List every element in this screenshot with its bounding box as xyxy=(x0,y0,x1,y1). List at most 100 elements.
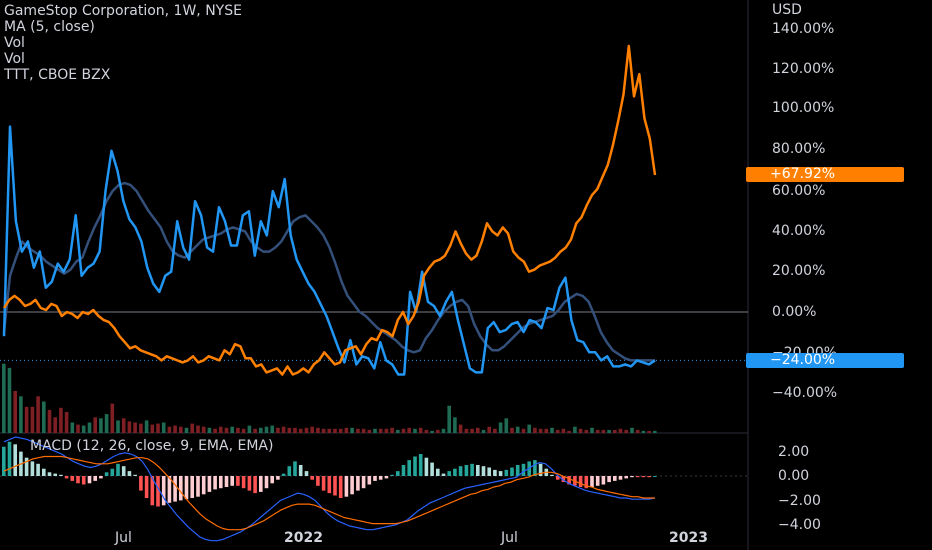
macd-tick-label: 0.00 xyxy=(778,468,810,484)
volume-bar xyxy=(121,418,126,433)
macd-histogram-bar xyxy=(179,476,183,501)
macd-histogram-bar xyxy=(184,476,189,500)
macd-histogram-bar xyxy=(70,476,75,481)
volume-bar xyxy=(7,367,12,433)
volume-bar xyxy=(464,428,469,433)
macd-histogram-bar xyxy=(396,471,400,476)
legend-ttt[interactable]: TTT, CBOE BZX xyxy=(4,67,111,83)
macd-legend[interactable]: MACD (12, 26, close, 9, EMA, EMA) xyxy=(30,438,274,454)
volume-bar xyxy=(538,428,543,433)
macd-histogram-bar xyxy=(161,476,166,506)
volume-bar xyxy=(201,426,206,433)
volume-bar xyxy=(173,425,177,433)
currency-label[interactable]: USD xyxy=(772,2,802,18)
volume-bar xyxy=(310,426,314,433)
volume-bar xyxy=(139,423,143,434)
signal-line xyxy=(3,455,655,531)
macd-histogram-bar xyxy=(390,474,394,476)
macd-histogram-bar xyxy=(504,469,509,476)
macd-histogram-bar xyxy=(253,476,257,494)
volume-bar xyxy=(413,428,417,433)
macd-histogram-bar xyxy=(236,476,240,486)
macd-histogram-bar xyxy=(276,476,280,480)
volume-bar xyxy=(30,406,35,434)
volume-bar xyxy=(430,430,434,433)
volume-bar xyxy=(555,429,560,434)
volume-bar xyxy=(190,423,194,434)
macd-histogram-bar xyxy=(2,446,6,476)
macd-histogram-bar xyxy=(350,476,354,495)
y-tick-label: 20.00% xyxy=(772,263,826,279)
y-tick-label: 80.00% xyxy=(772,141,826,157)
volume-bar xyxy=(207,427,212,434)
volume-bar xyxy=(601,429,606,434)
macd-line xyxy=(3,436,656,542)
macd-histogram-bar xyxy=(464,465,469,476)
volume-bar xyxy=(613,429,617,434)
volume-bar xyxy=(344,427,349,434)
x-tick-label: 2023 xyxy=(669,530,708,546)
legend-vol-1[interactable]: Vol xyxy=(4,35,25,51)
macd-histogram-bar xyxy=(304,471,309,476)
volume-bar xyxy=(116,420,120,433)
macd-histogram-bar xyxy=(356,476,360,491)
volume-bar xyxy=(384,428,389,433)
macd-histogram-bar xyxy=(24,457,29,476)
y-tick-label: −40.00% xyxy=(772,385,838,401)
volume-bar xyxy=(70,422,75,433)
volume-bar xyxy=(515,426,520,433)
macd-histogram-bar xyxy=(476,465,480,476)
volume-bar xyxy=(253,428,257,433)
legend-title[interactable]: GameStop Corporation, 1W, NYSE xyxy=(4,3,242,19)
macd-histogram-bar xyxy=(550,474,554,476)
macd-histogram-bar xyxy=(127,471,132,476)
macd-histogram-bar xyxy=(584,476,589,489)
legend-vol-2[interactable]: Vol xyxy=(4,51,25,67)
macd-histogram-bar xyxy=(293,461,297,476)
volume-bar xyxy=(618,428,623,433)
volume-bar xyxy=(36,396,40,434)
volume-bar xyxy=(224,427,229,434)
volume-bar xyxy=(550,427,554,434)
macd-histogram-bar xyxy=(64,476,69,479)
macd-histogram-bar xyxy=(373,476,377,481)
macd-histogram-bar xyxy=(515,465,520,476)
volume-bar xyxy=(287,427,292,434)
chart-legend: GameStop Corporation, 1W, NYSE MA (5, cl… xyxy=(4,3,242,83)
macd-histogram-bar xyxy=(207,476,212,492)
volume-bar xyxy=(476,427,480,434)
volume-bar xyxy=(390,427,394,434)
volume-bar xyxy=(42,401,46,433)
macd-histogram-bar xyxy=(270,476,274,484)
volume-bar xyxy=(19,396,23,434)
macd-histogram-bar xyxy=(378,476,383,480)
macd-histogram-bar xyxy=(607,476,611,483)
volume-bar xyxy=(184,427,189,434)
volume-bar xyxy=(356,428,360,433)
volume-bar xyxy=(104,414,109,433)
macd-histogram-bar xyxy=(436,468,440,476)
macd-histogram-bar xyxy=(344,476,349,497)
volume-bar xyxy=(321,428,326,433)
legend-ma[interactable]: MA (5, close) xyxy=(4,19,95,35)
volume-bar xyxy=(350,427,354,434)
macd-histogram-bar xyxy=(458,466,463,476)
macd-histogram-bar xyxy=(173,476,177,502)
volume-bar xyxy=(653,430,657,433)
macd-histogram-bar xyxy=(447,471,451,476)
volume-bar xyxy=(2,363,6,433)
volume-bar xyxy=(521,428,526,433)
macd-histogram-bar xyxy=(384,476,389,479)
volume-bar xyxy=(590,427,594,434)
macd-histogram-bar xyxy=(53,473,57,476)
macd-histogram-bar xyxy=(213,476,217,490)
x-tick-label: Jul xyxy=(115,530,132,546)
y-tick-label: 140.00% xyxy=(772,21,835,37)
volume-bar xyxy=(373,428,377,433)
volume-bar xyxy=(13,391,17,433)
volume-bar xyxy=(47,409,52,433)
volume-bar xyxy=(87,422,92,433)
volume-bar xyxy=(247,425,252,433)
volume-bar xyxy=(447,405,451,433)
